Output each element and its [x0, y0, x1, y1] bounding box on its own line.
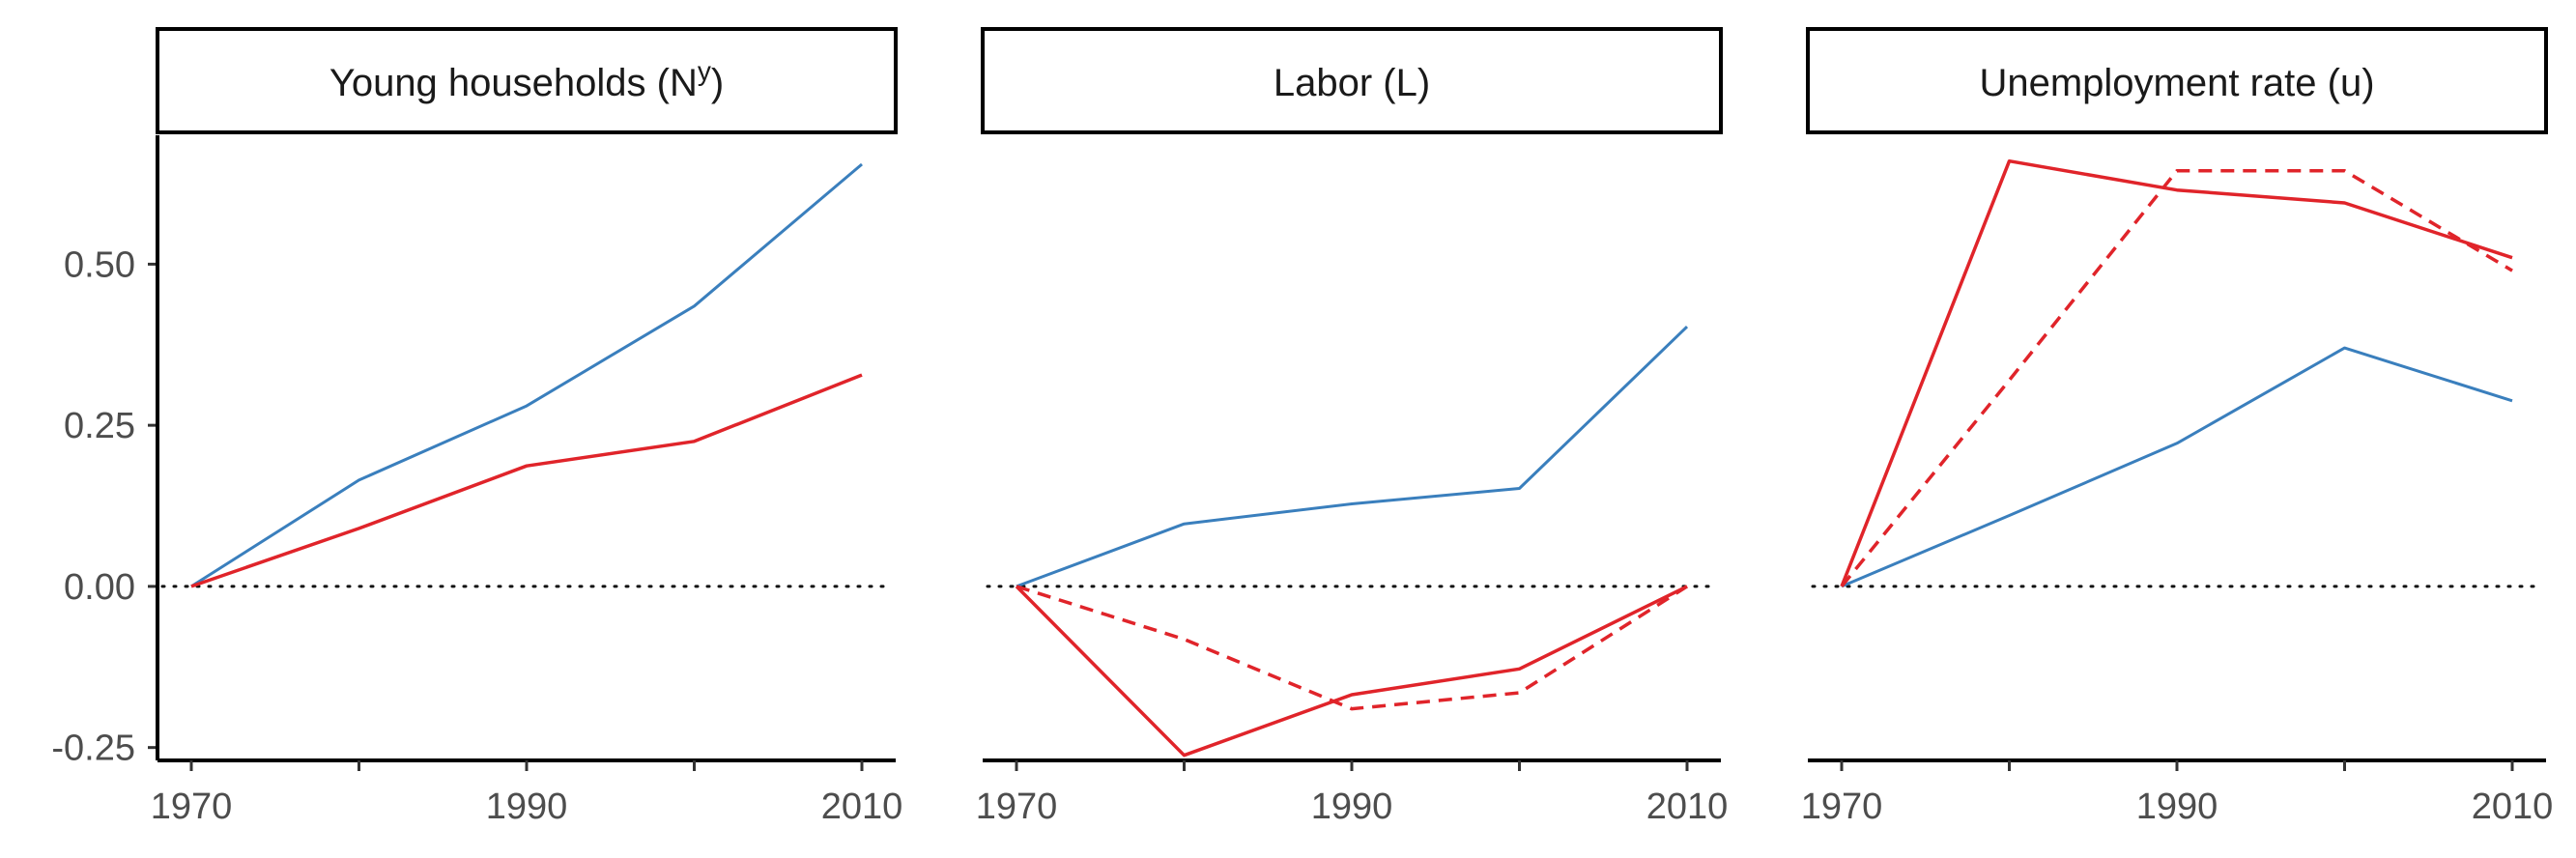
facet-title: Young households (Ny) — [329, 56, 724, 104]
series-line-1 — [190, 162, 863, 588]
x-tick-label: 1970 — [976, 786, 1058, 827]
x-tick-label: 1970 — [1801, 786, 1883, 827]
y-axis-tick-labels: 0.50 0.25 0.00 -0.25 — [51, 244, 157, 769]
facet-title: Unemployment rate (u) — [1979, 62, 2374, 104]
panel-3: Unemployment rate (u) 1970 1990 2010 — [1801, 27, 2554, 827]
facet-title-text: Young households (N — [329, 62, 698, 104]
series-line-2 — [1015, 585, 1688, 758]
x-tick-label: 1990 — [486, 786, 568, 827]
x-tick-label: 1970 — [151, 786, 233, 827]
panel-1: Young households (Ny) 1970 1990 2010 — [151, 27, 903, 827]
facet-strip — [156, 27, 898, 134]
series-line-2 — [190, 373, 863, 588]
facet-title-text: Labor (L) — [1274, 62, 1430, 104]
series-line-1 — [1016, 326, 1689, 588]
x-tick-label: 1990 — [1311, 786, 1393, 827]
y-tick-label: 0.50 — [64, 244, 135, 285]
series-line-2 — [1840, 158, 2513, 587]
panel-2: Labor (L) 1970 1990 2010 — [976, 27, 1729, 827]
x-tick-label: 2010 — [821, 786, 903, 827]
y-tick-label: 0.25 — [64, 406, 135, 446]
series-line-3 — [1840, 168, 2513, 588]
facet-strip — [981, 27, 1723, 134]
y-tick-label: 0.00 — [64, 567, 135, 608]
facet-title-text: Unemployment rate (u) — [1979, 62, 2374, 104]
series-line-1 — [1841, 346, 2513, 588]
x-tick-label: 2010 — [1646, 786, 1729, 827]
facet-strip — [1806, 27, 2548, 134]
y-tick-label: -0.25 — [51, 729, 135, 769]
x-tick-label: 2010 — [2472, 786, 2554, 827]
x-tick-label: 1990 — [2136, 786, 2218, 827]
facet-title: Labor (L) — [1274, 62, 1430, 104]
facet-title-superscript: y — [698, 56, 711, 86]
series-line-3 — [1016, 585, 1688, 711]
facet-title-close: ) — [711, 62, 724, 104]
